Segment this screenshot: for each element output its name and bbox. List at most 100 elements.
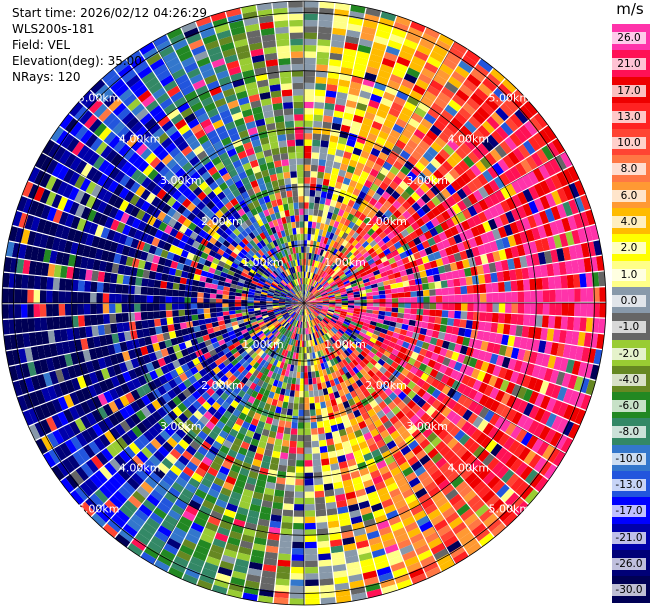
velocity-gate [513, 443, 526, 458]
velocity-gate [235, 354, 244, 362]
velocity-gate [230, 576, 246, 587]
velocity-gate [397, 391, 407, 401]
velocity-gate [418, 233, 428, 243]
velocity-gate [326, 153, 335, 162]
velocity-gate [397, 373, 406, 382]
velocity-gate [486, 230, 496, 242]
velocity-gate [458, 327, 466, 337]
velocity-gate [387, 401, 397, 411]
velocity-gate [451, 441, 463, 454]
velocity-gate [567, 288, 575, 302]
velocity-gate [311, 319, 316, 326]
velocity-gate [441, 160, 454, 172]
velocity-gate [296, 308, 301, 314]
velocity-gate [239, 540, 253, 550]
velocity-gate [446, 410, 457, 422]
velocity-gate [392, 396, 402, 406]
velocity-gate [511, 384, 522, 397]
velocity-gate [278, 354, 284, 362]
velocity-gate [327, 291, 334, 296]
velocity-gate [321, 271, 327, 278]
velocity-gate [46, 432, 59, 448]
velocity-gate [232, 485, 244, 495]
velocity-gate [411, 150, 423, 161]
velocity-gate [367, 219, 376, 228]
velocity-gate [308, 285, 312, 292]
velocity-gate [327, 268, 334, 275]
velocity-gate [390, 430, 401, 440]
velocity-gate [510, 458, 523, 473]
velocity-gate [207, 516, 221, 527]
velocity-gate [214, 532, 229, 543]
velocity-gate [344, 318, 351, 324]
velocity-gate [295, 307, 300, 313]
velocity-gate [332, 116, 343, 125]
velocity-gate [562, 420, 575, 437]
velocity-gate [265, 330, 272, 337]
velocity-gate [341, 60, 354, 69]
velocity-gate [531, 227, 541, 241]
velocity-gate [375, 75, 389, 86]
velocity-gate [160, 281, 168, 289]
velocity-gate [225, 475, 237, 486]
velocity-gate [361, 26, 377, 36]
velocity-gate [422, 151, 434, 163]
velocity-gate [515, 268, 523, 280]
velocity-gate [384, 264, 392, 272]
velocity-gate [192, 400, 202, 410]
velocity-gate [313, 234, 319, 242]
velocity-gate [79, 482, 94, 497]
velocity-gate [188, 477, 201, 489]
velocity-gate [160, 548, 176, 561]
velocity-gate [234, 362, 242, 370]
velocity-gate [326, 332, 332, 339]
velocity-gate [281, 310, 288, 315]
velocity-gate [203, 308, 211, 314]
velocity-gate [346, 497, 358, 506]
velocity-gate [332, 326, 339, 333]
velocity-gate [311, 440, 320, 448]
velocity-gate [181, 450, 194, 461]
velocity-gate [444, 81, 459, 94]
velocity-gate [236, 552, 251, 562]
velocity-gate [102, 282, 110, 293]
velocity-gate [310, 313, 316, 319]
velocity-gate [147, 541, 163, 554]
velocity-gate [575, 346, 584, 361]
velocity-gate [431, 267, 440, 275]
velocity-gate [469, 458, 482, 472]
velocity-gate [476, 106, 491, 120]
velocity-gate [378, 231, 387, 240]
velocity-gate [452, 498, 467, 512]
velocity-gate [340, 312, 347, 317]
velocity-gate [492, 429, 505, 443]
velocity-gate [354, 533, 368, 543]
velocity-gate [406, 399, 417, 410]
velocity-gate [459, 319, 467, 328]
velocity-gate [378, 17, 395, 28]
velocity-gate [498, 507, 514, 522]
velocity-gate [191, 285, 199, 292]
velocity-gate [332, 21, 348, 30]
velocity-gate [319, 278, 325, 285]
velocity-gate [217, 566, 233, 577]
velocity-gate [385, 357, 394, 366]
velocity-gate [360, 506, 372, 516]
velocity-gate [110, 273, 118, 284]
velocity-gate [146, 414, 158, 426]
velocity-gate [385, 293, 392, 299]
velocity-gate [167, 389, 177, 400]
velocity-gate [306, 315, 309, 322]
velocity-gate [109, 293, 116, 303]
velocity-gate [255, 530, 268, 540]
velocity-gate [413, 510, 427, 522]
velocity-gate [308, 346, 312, 353]
velocity-gate [309, 196, 315, 203]
velocity-gate [321, 216, 327, 224]
velocity-gate [294, 491, 304, 498]
velocity-gate [134, 312, 142, 321]
velocity-gate [244, 334, 252, 341]
velocity-gate [422, 309, 430, 316]
velocity-gate [346, 347, 353, 355]
velocity-gate [391, 348, 400, 357]
